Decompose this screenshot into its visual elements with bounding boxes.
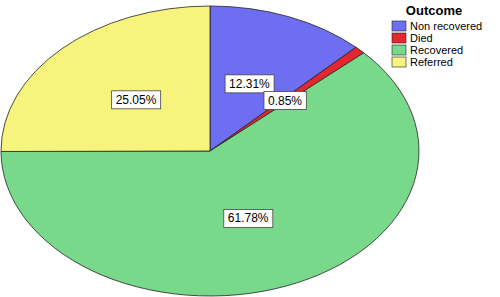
data-label-group: 61.78%: [224, 209, 273, 227]
data-label-box: [224, 209, 273, 227]
legend-swatch: [392, 33, 406, 43]
legend-swatch: [392, 21, 406, 31]
pie: [1, 6, 419, 296]
data-label-box: [264, 92, 306, 110]
data-label-group: 25.05%: [112, 91, 161, 109]
legend-swatch: [392, 57, 406, 67]
data-label-group: 12.31%: [225, 75, 274, 93]
legend-title: Outcome: [406, 3, 462, 18]
data-label-box: [112, 91, 161, 109]
data-label: 61.78%: [228, 211, 269, 225]
data-label: 25.05%: [116, 93, 157, 107]
legend: Outcome Non recoveredDiedRecoveredReferre…: [392, 3, 482, 68]
legend-label: Recovered: [410, 44, 463, 56]
data-label: 0.85%: [268, 94, 302, 108]
data-labels: 12.31% 0.85% 61.78% 25.05%: [112, 75, 307, 228]
legend-label: Non recovered: [410, 20, 482, 32]
data-label-box: [225, 75, 274, 93]
pie-slice: [1, 6, 210, 151]
chart: 12.31% 0.85% 61.78% 25.05% Outcome Non recove…: [0, 0, 500, 297]
data-label-group: 0.85%: [264, 92, 306, 110]
legend-swatch: [392, 45, 406, 55]
data-label: 12.31%: [229, 77, 270, 91]
legend-label: Referred: [410, 56, 453, 68]
legend-label: Died: [410, 32, 433, 44]
